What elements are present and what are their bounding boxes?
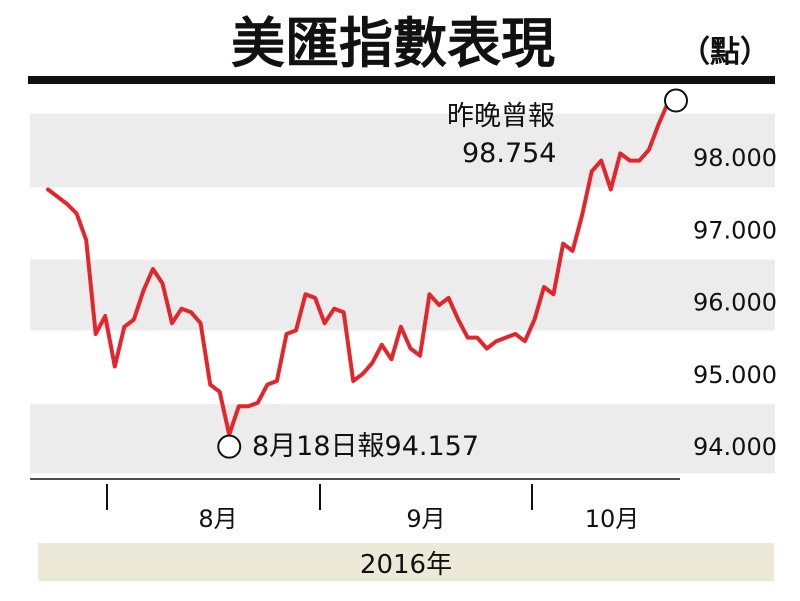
grid-band [30, 113, 775, 188]
y-tick-label: 96.000 [693, 289, 777, 317]
x-ticks [106, 484, 533, 510]
y-tick-label: 97.000 [693, 216, 777, 244]
grid-band [30, 404, 775, 474]
x-tick-label: 9月 [406, 505, 445, 533]
series-line-dollar-index [46, 100, 670, 437]
y-tick-labels: 98.000 97.000 96.000 95.000 94.000 [693, 144, 777, 461]
year-strip [38, 543, 774, 581]
year-label: 2016年 [360, 550, 452, 580]
low-annotation: 8月18日報94.157 [252, 431, 479, 462]
x-tick-label: 10月 [585, 505, 640, 533]
high-annotation-line2: 98.754 [462, 138, 556, 169]
high-point-marker [664, 88, 688, 113]
high-annotation-line1: 昨晚曾報 [447, 101, 555, 132]
low-point-marker [217, 434, 242, 459]
y-tick-label: 98.000 [693, 144, 777, 172]
y-tick-label: 95.000 [693, 361, 777, 389]
x-tick-labels: 8月 9月 10月 [198, 505, 639, 533]
x-tick-label: 8月 [198, 505, 237, 533]
y-tick-label: 94.000 [693, 433, 777, 461]
title-rule [28, 76, 775, 84]
unit-label: （點） [680, 35, 770, 70]
chart-title: 美匯指數表現 [231, 11, 555, 75]
